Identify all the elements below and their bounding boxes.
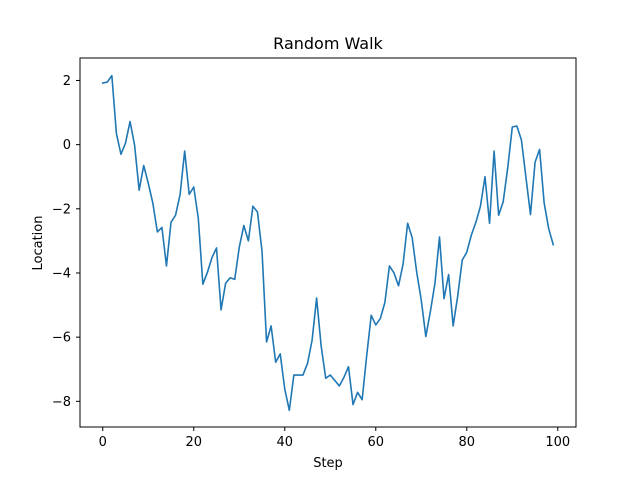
x-tick-label: 80	[459, 435, 476, 450]
y-tick-label: 0	[63, 138, 71, 153]
y-tick-label: −8	[52, 395, 71, 410]
chart-title: Random Walk	[273, 34, 383, 53]
x-tick-label: 0	[99, 435, 107, 450]
x-axis-ticks: 0 20 40 60 80 100	[99, 427, 570, 450]
x-axis-label: Step	[313, 456, 343, 471]
x-tick-label: 100	[545, 435, 570, 450]
y-tick-label: −2	[52, 202, 71, 217]
series-line	[101, 74, 555, 412]
x-tick-label: 20	[185, 435, 202, 450]
plot-area-frame	[79, 57, 577, 428]
y-axis-ticks: 2 0 −2 −4 −6 −8	[52, 74, 80, 410]
x-tick-label: 60	[368, 435, 385, 450]
y-axis-label: Location	[31, 216, 46, 271]
y-tick-label: 2	[63, 74, 71, 89]
x-tick-label: 40	[276, 435, 293, 450]
y-tick-label: −4	[52, 266, 71, 281]
series-layer	[101, 74, 555, 412]
y-tick-label: −6	[52, 331, 71, 346]
